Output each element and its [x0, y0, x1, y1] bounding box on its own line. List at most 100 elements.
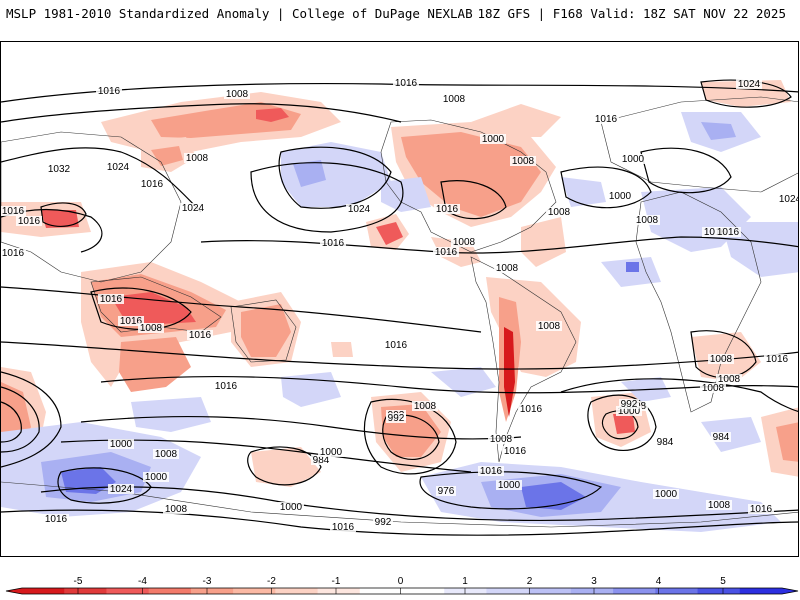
anomaly-area — [521, 482, 586, 510]
anomaly-area — [521, 217, 566, 267]
colorbar-bin — [106, 588, 150, 594]
anomaly-area — [471, 104, 561, 137]
colorbar-bin — [655, 588, 699, 594]
isobar-label-bg — [748, 504, 774, 514]
coastline — [470, 256, 577, 463]
isobar-label: 1008 — [702, 383, 725, 394]
isobar — [60, 439, 472, 473]
isobar-label-bg — [593, 114, 619, 124]
isobar-label-bg — [777, 194, 798, 204]
isobar-label-bg — [736, 79, 762, 89]
colorbar-bin — [528, 588, 572, 594]
colorbar-bin — [233, 588, 276, 594]
isobar-label-bg — [318, 447, 344, 457]
isobar — [560, 378, 798, 413]
isobar — [278, 146, 392, 209]
isobar-label: 1000 — [280, 502, 303, 513]
isobar-label: 1000 — [110, 439, 133, 450]
isobar-label: 1016 — [385, 340, 408, 351]
isobar-label: 1016 — [100, 294, 123, 305]
isobar-label: 1016 — [2, 206, 25, 217]
colorbar-tick-label: 5 — [720, 576, 726, 587]
isobar-label: 1000 — [498, 480, 521, 491]
isobar-label-bg — [655, 437, 675, 447]
isobar-label-bg — [619, 399, 639, 409]
colorbar-tick-label: 3 — [591, 576, 597, 587]
isobar-label: 1016 — [504, 446, 527, 457]
colorbar-bin — [570, 588, 614, 594]
isobar-label: 1008 — [140, 323, 163, 334]
isobar-label: 1016 — [750, 504, 773, 515]
isobar-label-bg — [108, 484, 134, 494]
isobar-label: 1016 — [141, 179, 164, 190]
isobar — [1, 147, 202, 213]
isobar-label-bg — [98, 294, 124, 304]
colorbar-tick-label: 1 — [462, 576, 468, 587]
isobar-label-bg — [139, 179, 165, 189]
isobar-label-bg — [536, 321, 562, 331]
isobar-label: 1000 — [655, 489, 678, 500]
isobar-label-bg — [716, 374, 742, 384]
colorbar-tick-label: -2 — [267, 576, 276, 587]
coastline — [230, 299, 297, 363]
isobar-label: 1008 — [548, 207, 571, 218]
colorbar-tick-label: 2 — [527, 576, 533, 587]
anomaly-area — [701, 122, 736, 140]
isobar-label-bg — [708, 354, 734, 364]
isobar-label: 1000 — [320, 447, 343, 458]
isobar-label: 1016 — [98, 86, 121, 97]
isobar-label-bg — [764, 354, 790, 364]
isobar-label: 1016 — [766, 354, 789, 365]
header: MSLP 1981-2010 Standardized Anomaly | Co… — [0, 0, 800, 30]
isobar-label: 1000 — [622, 154, 645, 165]
isobar-label-bg — [488, 434, 514, 444]
isobar-label-bg — [711, 432, 731, 442]
anomaly-area — [776, 422, 798, 462]
colorbar-bin — [739, 588, 783, 594]
isobar-label-bg — [96, 86, 122, 96]
isobar-label: 992 — [621, 399, 638, 410]
isobar-label-bg — [143, 472, 169, 482]
anomaly-area — [119, 337, 191, 392]
isobar — [1, 286, 482, 333]
isobar-label-bg — [138, 323, 164, 333]
isobar-label-bg — [118, 316, 144, 326]
isobar-label-bg — [105, 162, 131, 172]
isobar-label-bg — [16, 216, 42, 226]
colorbar-bin — [402, 588, 445, 594]
isobar-label: 1016 — [595, 114, 618, 125]
isobar-label: 1008 — [414, 401, 437, 412]
isobar-label-bg — [383, 340, 409, 350]
isobar-label: 984 — [313, 455, 330, 466]
isobar-label-bg — [393, 78, 419, 88]
isobar-label: 1000 — [609, 191, 632, 202]
isobar — [100, 375, 798, 394]
anomaly-area — [561, 177, 606, 207]
colorbar-tick-label: 0 — [398, 576, 404, 587]
coastline — [635, 191, 762, 413]
anomaly-area — [256, 108, 289, 122]
isobar-label: 1016 — [395, 78, 418, 89]
isobar-label: 1024 — [738, 79, 761, 90]
isobar — [57, 467, 152, 504]
isobar-label-bg — [1, 206, 26, 216]
anomaly-area — [381, 177, 431, 212]
isobar-label-bg — [706, 500, 732, 510]
colorbar-bin — [190, 588, 234, 594]
isobar-label-bg — [163, 504, 189, 514]
isobar-label: 1024 — [779, 194, 799, 205]
isobar-label: 1000 — [482, 134, 505, 145]
isobar — [1, 371, 62, 468]
colorbar-bin — [444, 588, 487, 594]
isobar-label: 1008 — [708, 500, 731, 511]
isobar — [440, 180, 507, 220]
anomaly-area — [401, 132, 541, 217]
isobar-label-bg — [184, 153, 210, 163]
anomaly-area — [701, 80, 791, 107]
isobar-label-bg — [1, 248, 26, 258]
isobar-label-bg — [386, 413, 406, 423]
isobar-label: 1016 — [480, 466, 503, 477]
isobar-label-bg — [436, 486, 456, 496]
isobar — [1, 401, 22, 443]
